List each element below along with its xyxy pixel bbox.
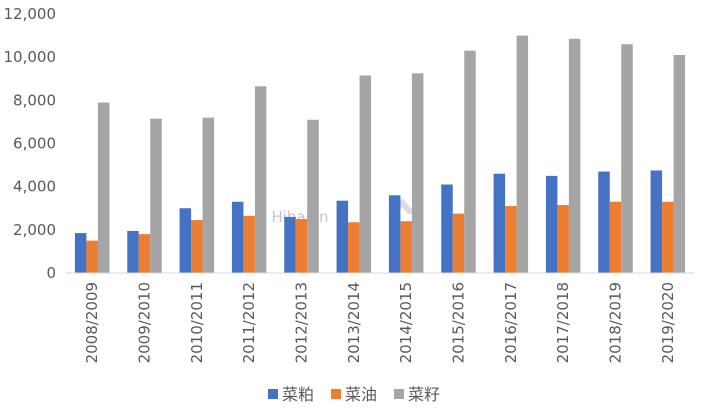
x-axis: 2008/2009 2009/2010 2010/2011 2011/2012 2012… (66, 272, 694, 363)
bar-菜粕-2016/2017 (493, 173, 506, 273)
bar-菜油-2013/2014 (348, 222, 360, 273)
x-tick-label: 2016/2017 (502, 282, 520, 363)
bar-菜油-2009/2010 (138, 234, 151, 273)
y-tick-label: 8,000 (13, 91, 56, 109)
bar-菜籽-2012/2013 (307, 119, 319, 273)
bar-菜油-2019/2020 (662, 201, 674, 273)
bar-菜籽-2014/2015 (411, 73, 424, 274)
bar-菜粕-2010/2011 (179, 208, 192, 273)
bar-菜籽-2008/2009 (97, 102, 110, 273)
bar-菜籽-2017/2018 (568, 38, 581, 274)
x-tick-label: 2010/2011 (188, 282, 206, 363)
bar-菜粕-2015/2016 (441, 184, 453, 273)
bar-菜粕-2019/2020 (650, 170, 663, 273)
legend-swatch-菜粕 (268, 389, 278, 399)
bar-菜油-2018/2019 (609, 201, 622, 273)
x-tick-label: 2019/2020 (659, 282, 677, 363)
bar-菜油-2012/2013 (295, 219, 308, 273)
x-tick-label: 2013/2014 (345, 282, 363, 363)
bar-菜油-2016/2017 (505, 206, 517, 273)
bar-菜粕-2018/2019 (598, 171, 610, 273)
y-tick-label: 10,000 (4, 48, 57, 66)
x-tick-label: 2015/2016 (450, 282, 468, 363)
legend-label: 菜籽 (408, 385, 440, 404)
bar-菜粕-2013/2014 (336, 200, 349, 273)
bar-菜籽-2015/2016 (464, 50, 476, 273)
bar-菜油-2008/2009 (86, 240, 98, 273)
bar-菜油-2011/2012 (243, 215, 255, 273)
bar-菜粕-2017/2018 (545, 175, 558, 273)
y-tick-label: 12,000 (4, 5, 57, 23)
x-tick-label: 2018/2019 (607, 282, 625, 363)
bar-菜油-2015/2016 (452, 213, 465, 273)
y-tick-label: 2,000 (13, 221, 56, 239)
legend-label: 菜粕 (282, 385, 314, 404)
y-tick-label: 4,000 (13, 178, 56, 196)
bar-菜籽-2019/2020 (673, 55, 686, 274)
x-tick-label: 2014/2015 (397, 282, 415, 363)
bar-菜粕-2008/2009 (74, 233, 87, 273)
bars (74, 35, 686, 274)
x-tick-label: 2011/2012 (240, 282, 258, 363)
x-tick-label: 2009/2010 (136, 282, 154, 363)
bar-菜粕-2012/2013 (284, 216, 296, 273)
x-tick-label: 2008/2009 (83, 282, 101, 363)
legend-swatch-菜油 (331, 389, 341, 399)
bar-菜粕-2009/2010 (127, 230, 139, 273)
y-tick-label: 0 (46, 264, 56, 282)
x-tick-label: 2012/2013 (293, 282, 311, 363)
legend-label: 菜油 (345, 385, 377, 404)
bar-菜油-2014/2015 (400, 221, 412, 273)
bar-菜籽-2009/2010 (150, 118, 162, 273)
bar-菜籽-2016/2017 (516, 35, 529, 274)
legend-swatch-菜籽 (394, 389, 404, 399)
bar-菜籽-2010/2011 (202, 117, 215, 273)
x-tick-label: 2017/2018 (554, 282, 572, 363)
legend: 菜粕 菜油 菜籽 (268, 385, 440, 404)
bar-菜油-2010/2011 (191, 220, 203, 273)
bar-菜籽-2011/2012 (254, 86, 267, 273)
bar-菜籽-2018/2019 (621, 44, 633, 273)
y-axis: 0 2,000 4,000 6,000 8,000 10,000 12,000 (4, 5, 57, 282)
bar-菜籽-2013/2014 (359, 75, 372, 273)
bar-菜粕-2011/2012 (231, 201, 244, 273)
bar-菜粕-2014/2015 (388, 195, 401, 273)
bar-菜油-2017/2018 (557, 205, 569, 273)
y-tick-label: 6,000 (13, 135, 56, 153)
